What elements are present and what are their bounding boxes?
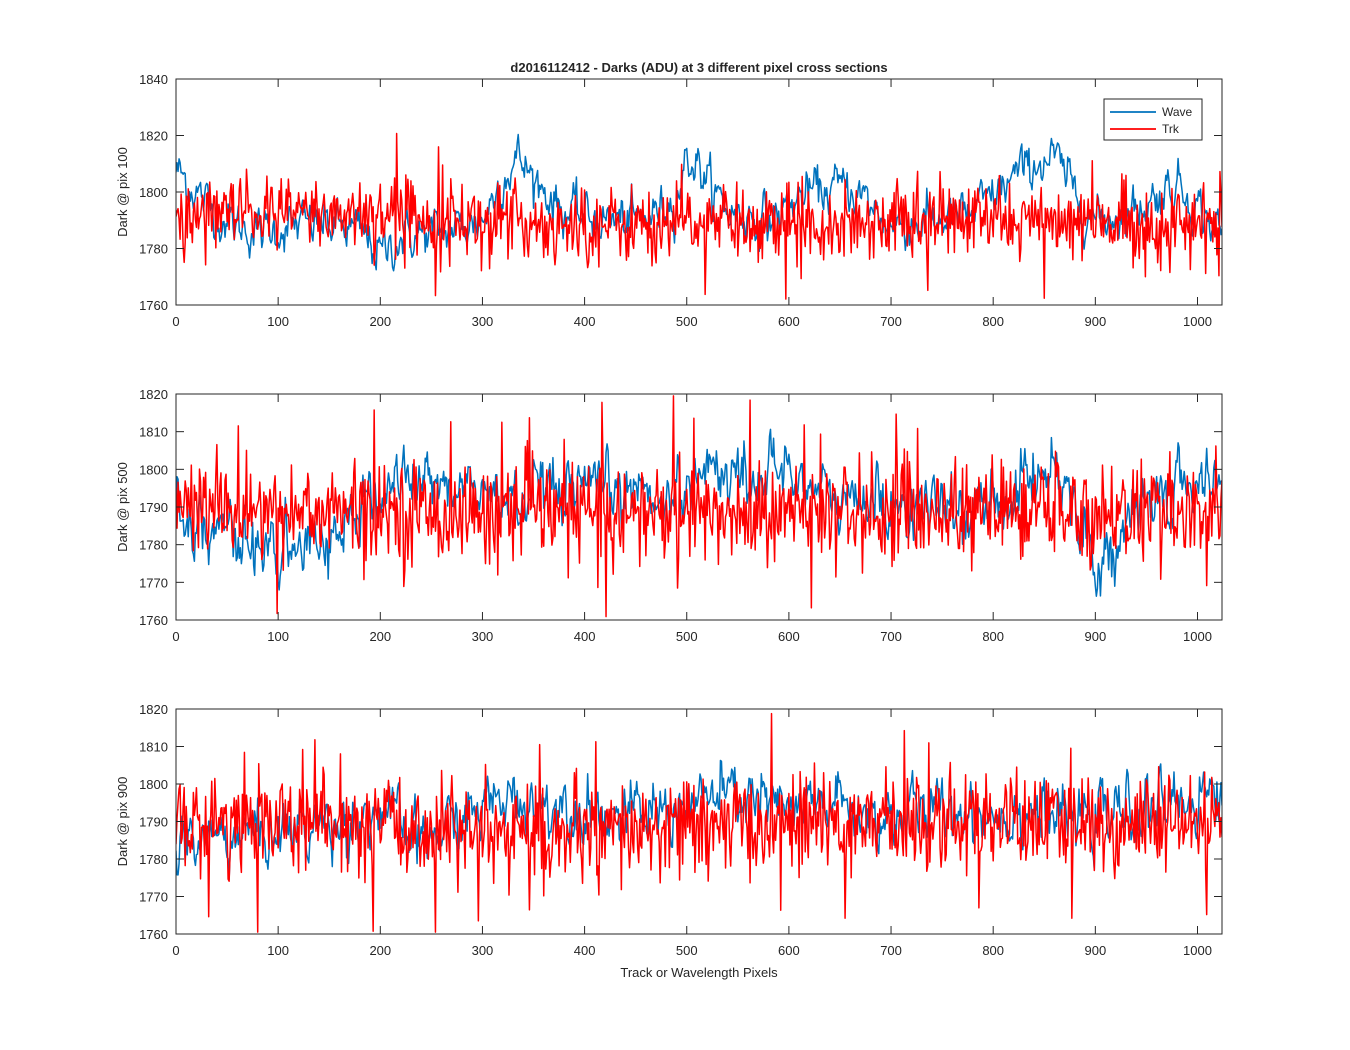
x-tick-label: 500	[676, 629, 698, 644]
y-tick-label: 1760	[139, 927, 168, 942]
y-tick-label: 1800	[139, 462, 168, 477]
x-tick-label: 1000	[1183, 629, 1212, 644]
legend-label-trk: Trk	[1162, 122, 1180, 136]
y-tick-label: 1820	[139, 702, 168, 717]
x-tick-label: 700	[880, 314, 902, 329]
x-tick-label: 900	[1084, 314, 1106, 329]
y-tick-label: 1810	[139, 740, 168, 755]
x-tick-label: 300	[472, 943, 494, 958]
x-tick-label: 100	[267, 629, 289, 644]
y-tick-label: 1780	[139, 242, 168, 257]
x-tick-label: 900	[1084, 629, 1106, 644]
axes-3: 0 100 200 300 400 500 600 700 800 900 1000 1760 1770…	[115, 702, 1223, 958]
y-tick-label: 1780	[139, 852, 168, 867]
x-axis-label: Track or Wavelength Pixels	[620, 965, 778, 980]
x-tick-label: 600	[778, 943, 800, 958]
y-tick-label: 1760	[139, 613, 168, 628]
y-axis-label: Dark @ pix 100	[115, 147, 130, 237]
x-tick-label: 400	[574, 629, 596, 644]
y-tick-label: 1790	[139, 500, 168, 515]
chart-title: d2016112412 - Darks (ADU) at 3 different…	[510, 60, 887, 75]
y-tick-label: 1760	[139, 298, 168, 313]
x-tick-label: 200	[369, 314, 391, 329]
x-tick-label: 0	[172, 629, 179, 644]
series-line-trk	[176, 132, 1222, 300]
x-tick-label: 1000	[1183, 943, 1212, 958]
x-tick-label: 800	[982, 314, 1004, 329]
y-tick-label: 1770	[139, 575, 168, 590]
legend: Wave Trk	[1103, 98, 1203, 141]
series-line-trk	[176, 712, 1222, 933]
x-tick-label: 300	[472, 314, 494, 329]
axes-1: 0 100 200 300 400 500 600 700 800 900 1000 1760 1780…	[115, 72, 1223, 329]
x-tick-label: 800	[982, 629, 1004, 644]
x-tick-label: 700	[880, 629, 902, 644]
legend-box	[1103, 98, 1203, 141]
y-tick-label: 1790	[139, 815, 168, 830]
y-tick-label: 1820	[139, 129, 168, 144]
y-tick-label: 1780	[139, 538, 168, 553]
y-tick-label: 1840	[139, 72, 168, 87]
x-tick-label: 100	[267, 943, 289, 958]
x-tick-label: 0	[172, 943, 179, 958]
x-tick-label: 1000	[1183, 314, 1212, 329]
x-tick-label: 400	[574, 314, 596, 329]
x-tick-label: 600	[778, 629, 800, 644]
x-tick-label: 300	[472, 629, 494, 644]
x-tick-label: 600	[778, 314, 800, 329]
x-tick-label: 200	[369, 943, 391, 958]
legend-label-wave: Wave	[1162, 105, 1193, 119]
y-tick-label: 1770	[139, 890, 168, 905]
y-tick-label: 1820	[139, 387, 168, 402]
y-axis-label: Dark @ pix 900	[115, 777, 130, 867]
x-tick-label: 800	[982, 943, 1004, 958]
x-tick-label: 0	[172, 314, 179, 329]
x-tick-label: 900	[1084, 943, 1106, 958]
y-tick-label: 1800	[139, 185, 168, 200]
plot-area	[176, 395, 1222, 618]
y-tick-label: 1800	[139, 777, 168, 792]
y-tick-label: 1810	[139, 425, 168, 440]
axes-2: 0 100 200 300 400 500 600 700 800 900 1000 1760 1770…	[115, 387, 1223, 644]
x-tick-label: 500	[676, 943, 698, 958]
x-tick-label: 700	[880, 943, 902, 958]
x-tick-label: 400	[574, 943, 596, 958]
x-tick-label: 200	[369, 629, 391, 644]
x-tick-label: 100	[267, 314, 289, 329]
y-axis-label: Dark @ pix 500	[115, 462, 130, 552]
x-tick-label: 500	[676, 314, 698, 329]
axes-box	[175, 78, 1223, 306]
plot-area	[176, 712, 1222, 933]
plot-area	[176, 132, 1222, 300]
series-line-trk	[176, 395, 1222, 618]
